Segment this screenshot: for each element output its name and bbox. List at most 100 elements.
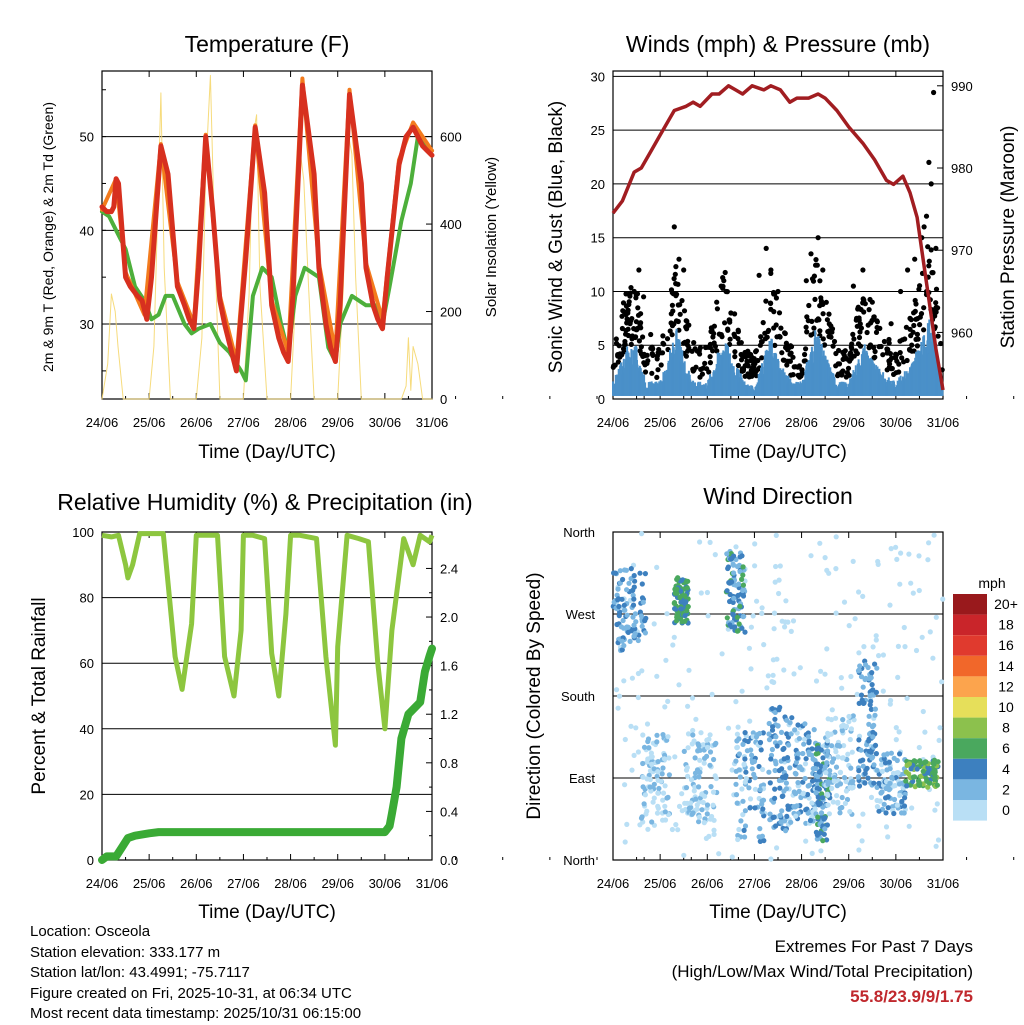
- direction-dot: [857, 663, 863, 669]
- direction-dot: [839, 794, 845, 801]
- direction-dot: [649, 754, 655, 760]
- series-line-2m-t: [99, 82, 435, 374]
- direction-dot: [815, 750, 821, 756]
- direction-dot: [739, 625, 745, 631]
- gust-peak-dot: [850, 283, 857, 289]
- direction-dot: [802, 721, 808, 727]
- direction-dot: [888, 546, 894, 552]
- direction-dot: [917, 780, 923, 787]
- direction-dot: [788, 819, 794, 825]
- gust-dot: [938, 340, 944, 347]
- direction-dot: [883, 810, 889, 816]
- gust-dot: [735, 362, 742, 369]
- gust-dot: [786, 343, 792, 349]
- gust-dot: [818, 295, 824, 301]
- direction-dot: [854, 691, 860, 698]
- direction-dot: [635, 749, 642, 755]
- colorbar-label-10: 0: [1002, 802, 1010, 818]
- gust-dot: [623, 303, 630, 309]
- direction-dot: [815, 794, 821, 801]
- direction-dot: [741, 613, 747, 619]
- gust-dot: [812, 296, 818, 302]
- gust-dot: [637, 348, 643, 354]
- direction-dot: [671, 600, 678, 606]
- direction-dot: [886, 787, 892, 793]
- direction-dot: [660, 765, 666, 771]
- gust-dot: [918, 311, 925, 317]
- direction-dot: [783, 828, 789, 834]
- direction-dot: [655, 759, 661, 765]
- colorbar-label-1: 18: [998, 617, 1014, 633]
- direction-dot: [747, 805, 753, 811]
- direction-dot: [872, 712, 878, 718]
- direction-dot: [834, 793, 840, 799]
- gust-dot: [855, 304, 861, 310]
- gust-dot: [921, 327, 927, 333]
- direction-dot: [865, 775, 871, 781]
- gust-dot: [896, 361, 902, 367]
- direction-dot: [856, 700, 862, 707]
- direction-dot: [712, 552, 718, 558]
- direction-dot: [876, 808, 882, 814]
- gust-dot: [732, 354, 738, 360]
- direction-dot: [855, 668, 862, 674]
- direction-dot: [733, 582, 739, 588]
- direction-dot: [901, 803, 908, 809]
- direction-dot: [825, 781, 831, 787]
- direction-dot: [742, 834, 748, 840]
- direction-dot: [840, 755, 846, 761]
- gust-dot: [856, 334, 863, 341]
- direction-dot: [883, 795, 889, 801]
- direction-dot: [801, 736, 808, 742]
- direction-dot: [843, 788, 850, 794]
- gust-dot: [753, 373, 759, 379]
- station-latlon: Station lat/lon: 43.4991; -75.7117: [30, 964, 250, 982]
- gust-dot: [638, 344, 645, 350]
- colorbar-swatch-10: [953, 800, 987, 821]
- direction-dot: [622, 736, 628, 743]
- gust-dot: [673, 264, 679, 270]
- direction-dot: [772, 786, 778, 792]
- direction-dot: [937, 725, 943, 731]
- gust-dot: [772, 342, 778, 348]
- gust-peak-dot: [671, 224, 677, 230]
- direction-dot: [696, 774, 702, 780]
- gust-dot: [616, 343, 622, 349]
- gust-dot: [776, 333, 783, 339]
- direction-dot: [815, 814, 821, 820]
- gust-dot: [763, 298, 769, 304]
- direction-dot: [925, 784, 931, 790]
- gust-dot: [615, 359, 622, 365]
- gust-peak-dot: [714, 299, 720, 305]
- gust-dot: [880, 352, 886, 358]
- direction-dot: [846, 623, 852, 629]
- direction-dot: [848, 726, 855, 732]
- direction-dot: [891, 796, 898, 803]
- y-tick-label-1-5: 25: [591, 123, 605, 138]
- direction-dot: [807, 817, 814, 824]
- direction-dot: [658, 778, 664, 784]
- direction-dot: [682, 593, 688, 599]
- colorbar-swatch-3: [953, 655, 987, 677]
- direction-dot: [767, 780, 773, 786]
- direction-dot: [666, 772, 673, 778]
- direction-dot: [813, 678, 820, 684]
- direction-dot: [856, 589, 862, 595]
- direction-dot: [800, 791, 806, 797]
- direction-dot: [697, 769, 703, 775]
- direction-dot: [794, 755, 800, 761]
- direction-dot: [799, 766, 805, 773]
- direction-dot: [695, 741, 701, 747]
- direction-dot: [707, 762, 713, 768]
- direction-dot: [730, 611, 736, 618]
- direction-dot: [841, 775, 848, 781]
- direction-dot: [774, 845, 780, 851]
- gust-dot: [722, 320, 728, 326]
- gust-dot: [876, 344, 882, 350]
- direction-dot: [860, 684, 866, 690]
- direction-dot: [773, 734, 779, 740]
- direction-dot: [733, 758, 739, 764]
- figure-created: Figure created on Fri, 2025-10-31, at 06…: [30, 984, 352, 1002]
- direction-dot: [818, 848, 824, 854]
